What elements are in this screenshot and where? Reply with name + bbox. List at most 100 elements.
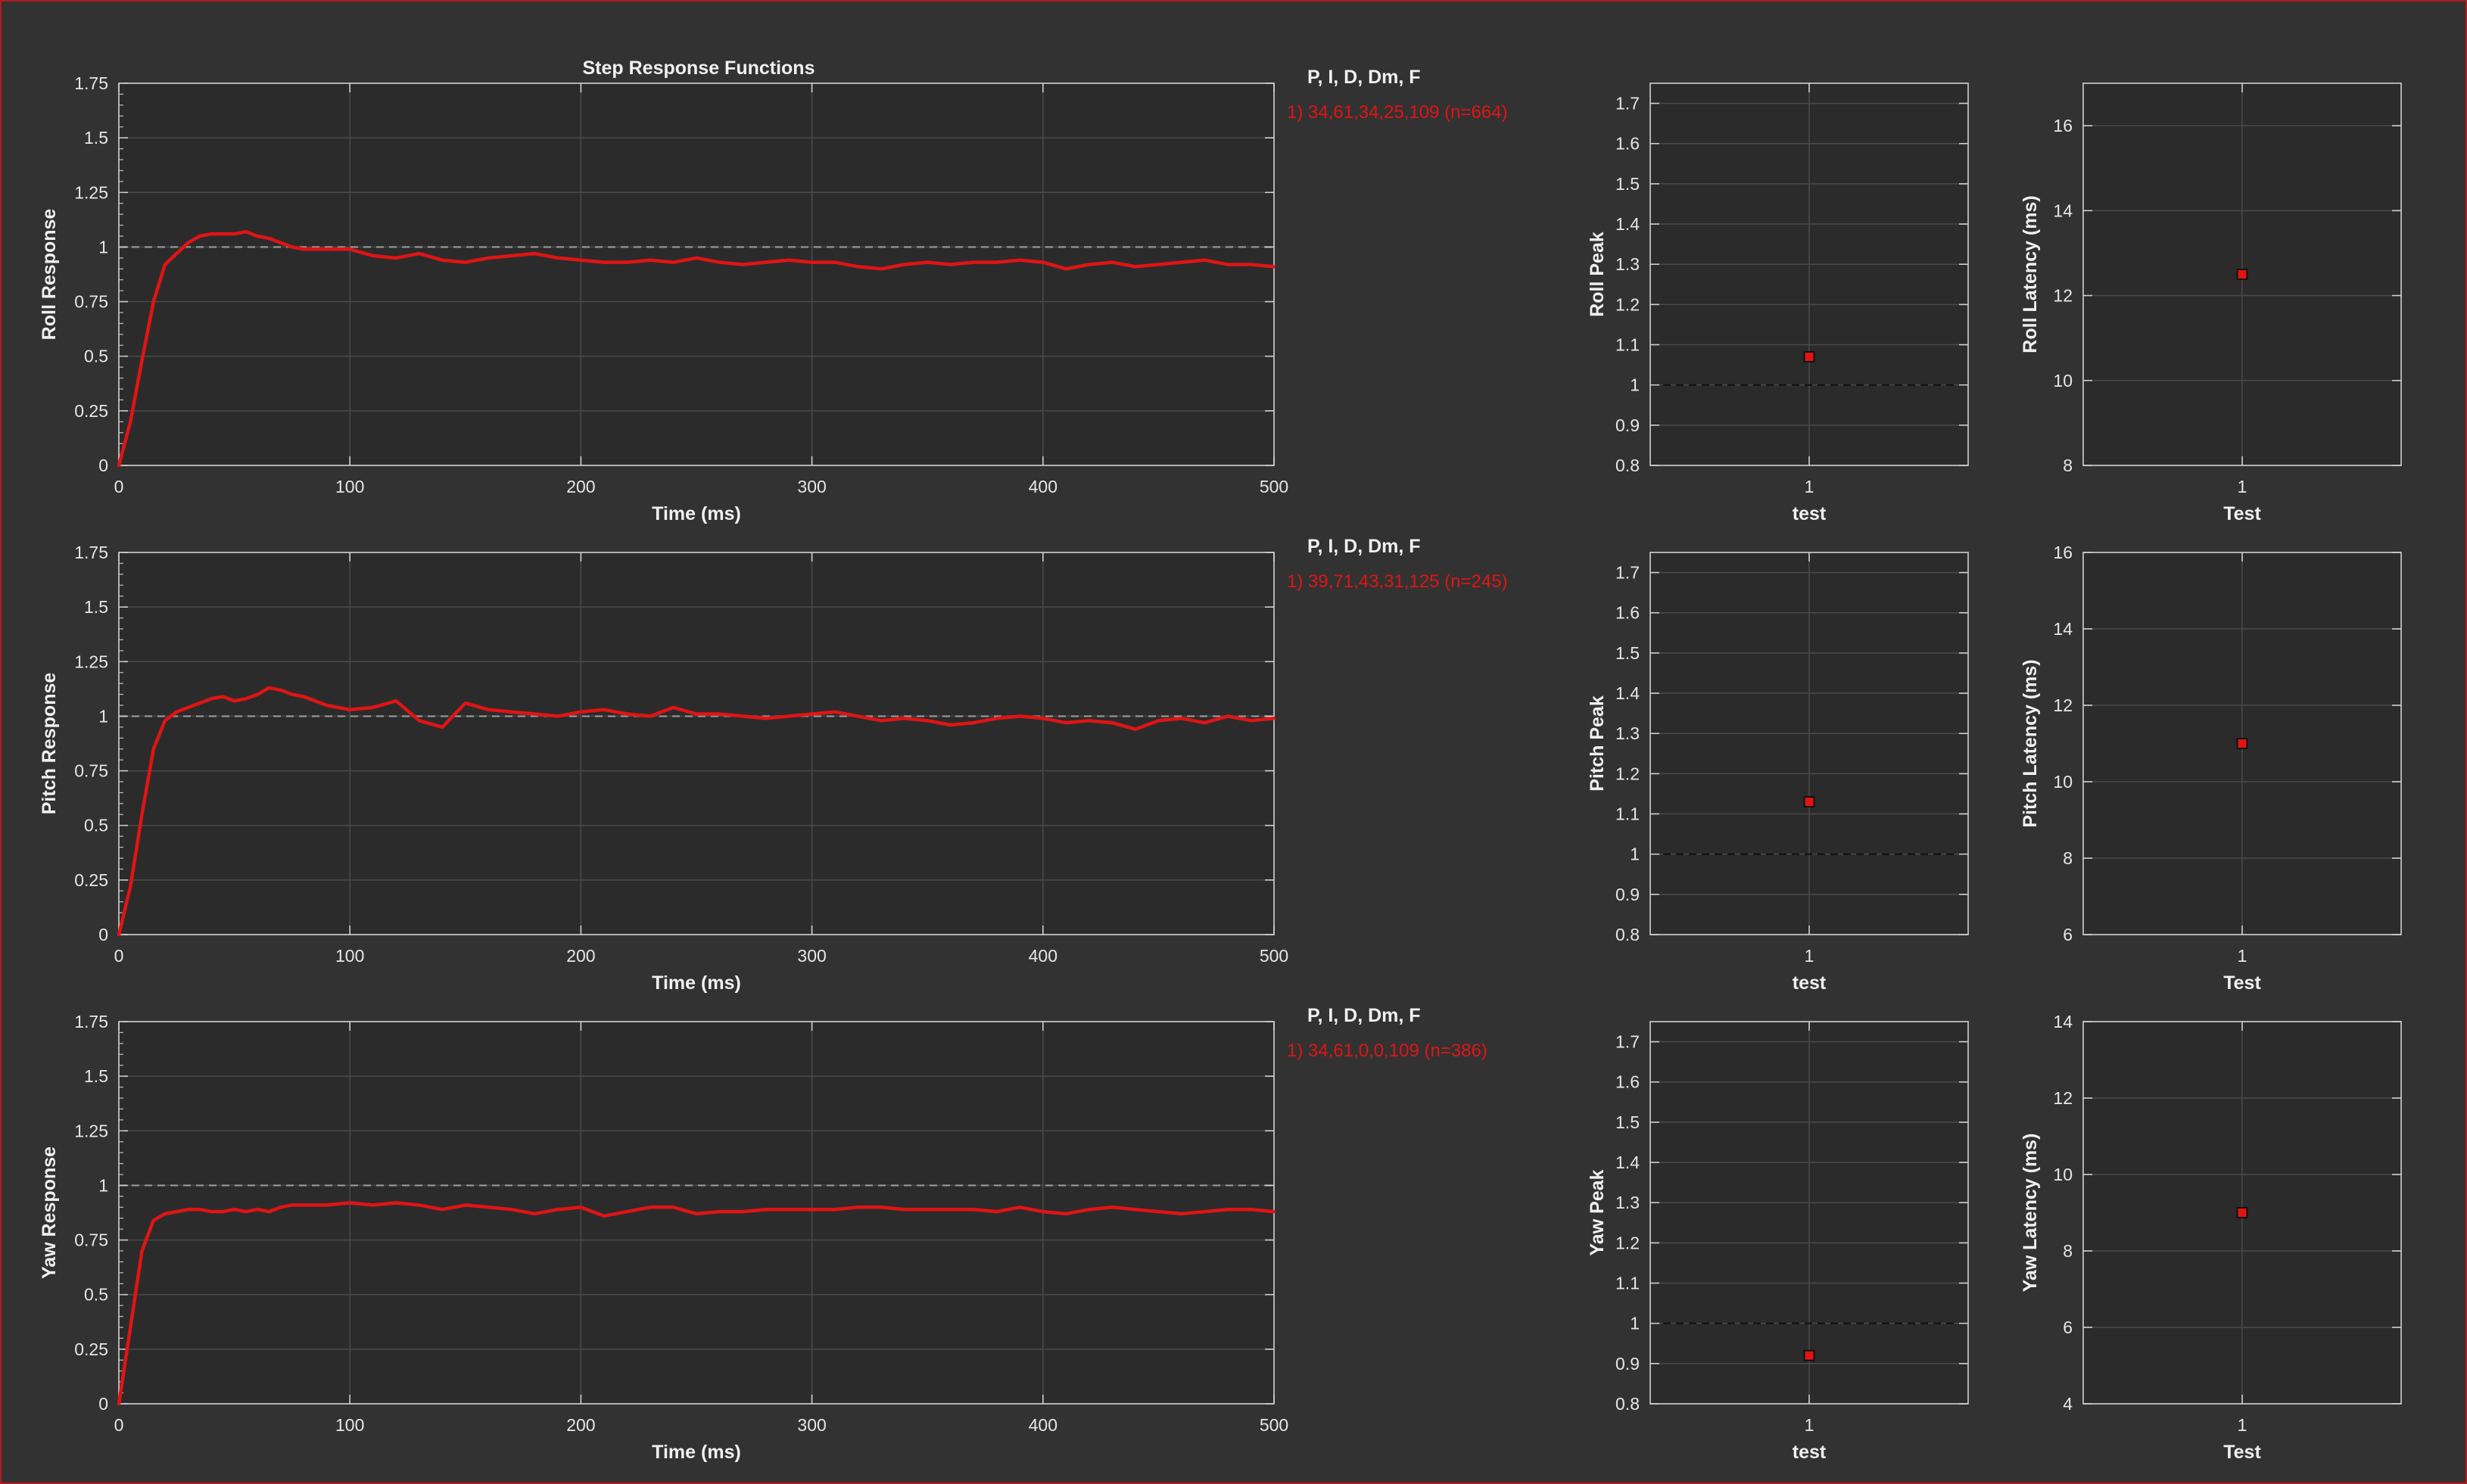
data-point-marker — [2236, 1207, 2248, 1218]
y-tick-label: 12 — [2053, 1088, 2073, 1108]
y-axis-label: Yaw Response — [39, 1146, 60, 1279]
y-tick-label: 0.75 — [74, 761, 108, 781]
y-tick-label: 8 — [2063, 1241, 2073, 1261]
y-tick-label: 16 — [2053, 543, 2073, 562]
x-tick-label: 1 — [2238, 477, 2247, 496]
x-tick-label: 300 — [797, 946, 826, 966]
y-tick-label: 0.75 — [74, 292, 108, 312]
y-tick-label: 1.5 — [84, 128, 108, 148]
y-tick-label: 14 — [2053, 1012, 2073, 1031]
y-tick-label: 10 — [2053, 1165, 2073, 1184]
y-tick-label: 1.5 — [84, 597, 108, 617]
y-tick-label: 1 — [1630, 1314, 1640, 1333]
y-tick-label: 1.1 — [1615, 335, 1640, 355]
y-tick-label: 8 — [2063, 848, 2073, 868]
legend-entry: 1) 39,71,43,31,125 (n=245) — [1287, 571, 1508, 592]
data-point-marker — [1803, 796, 1815, 808]
y-tick-label: 1.4 — [1615, 1153, 1640, 1172]
y-tick-label: 1.3 — [1615, 1193, 1640, 1212]
x-tick-label: 1 — [1805, 1415, 1814, 1435]
y-tick-label: 1.3 — [1615, 254, 1640, 274]
chart-title: Step Response Functions — [583, 58, 815, 79]
y-tick-label: 12 — [2053, 695, 2073, 715]
x-tick-label: 500 — [1260, 477, 1288, 496]
y-tick-label: 1.2 — [1615, 294, 1640, 314]
series-line — [117, 229, 1276, 468]
x-axis-label: Test — [2223, 1442, 2261, 1463]
y-axis-label: Pitch Peak — [1587, 695, 1608, 792]
x-axis-label: test — [1793, 1442, 1827, 1463]
y-axis-label: Yaw Peak — [1587, 1169, 1608, 1255]
y-tick-label: 1.6 — [1615, 603, 1640, 623]
y-tick-label: 1.7 — [1615, 563, 1640, 583]
plot-area — [119, 552, 1274, 935]
x-tick-label: 0 — [114, 946, 124, 966]
y-axis-label: Roll Response — [39, 209, 60, 341]
axes-frame — [118, 552, 1275, 935]
pitch-peak-axes: 0.8 0.9 1 1.1 1.2 1.3 1.4 1.5 1.6 1.7 1 test Pitch P… — [1587, 552, 1969, 994]
x-tick-label: 100 — [335, 477, 364, 496]
x-tick-label: 400 — [1029, 946, 1058, 966]
y-tick-label: 0.8 — [1615, 925, 1640, 944]
y-axis-label: Yaw Latency (ms) — [2020, 1134, 2041, 1293]
x-tick-label: 0 — [114, 1415, 124, 1435]
y-tick-label: 1.3 — [1615, 723, 1640, 743]
y-tick-label: 1.25 — [74, 182, 108, 202]
x-tick-label: 1 — [1805, 477, 1814, 496]
x-tick-label: 200 — [566, 477, 595, 496]
y-tick-label: 0.75 — [74, 1230, 108, 1250]
y-tick-label: 4 — [2063, 1394, 2073, 1414]
y-tick-label: 0.8 — [1615, 456, 1640, 475]
y-axis-label: Pitch Latency (ms) — [2020, 659, 2041, 827]
y-tick-label: 1.7 — [1615, 1032, 1640, 1052]
y-tick-label: 1.4 — [1615, 683, 1640, 703]
y-tick-label: 8 — [2063, 456, 2073, 475]
yaw-latency-axes: 4 6 8 10 12 14 1 Test Yaw Latency (ms) — [2020, 1012, 2402, 1463]
y-tick-label: 1.7 — [1615, 94, 1640, 114]
pitch-latency-axes: 6 8 10 12 14 16 1 Test Pitch Latency (ms) — [2020, 543, 2402, 994]
data-point-marker — [1803, 350, 1815, 362]
y-axis-label: Roll Latency (ms) — [2020, 195, 2041, 353]
x-axis-label: Time (ms) — [652, 503, 741, 524]
y-tick-label: 1.5 — [1615, 643, 1640, 663]
y-tick-label: 1 — [1630, 845, 1640, 864]
x-axis-label: Time (ms) — [652, 1442, 741, 1463]
y-tick-label: 1.75 — [74, 1012, 108, 1031]
series-line — [117, 1201, 1276, 1406]
x-axis-label: Time (ms) — [652, 972, 741, 994]
y-tick-label: 0.9 — [1615, 1354, 1640, 1374]
legend-entry: 1) 34,61,34,25,109 (n=664) — [1287, 102, 1508, 123]
x-tick-label: 400 — [1029, 477, 1058, 496]
y-axis-label: Roll Peak — [1587, 232, 1608, 317]
plot-area — [119, 83, 1274, 465]
x-tick-label: 200 — [566, 946, 595, 966]
x-axis-label: test — [1793, 503, 1827, 524]
y-tick-label: 1.25 — [74, 652, 108, 671]
data-point-marker — [2236, 738, 2248, 749]
x-tick-label: 100 — [335, 946, 364, 966]
axes-frame — [118, 82, 1275, 466]
x-tick-label: 1 — [2238, 946, 2247, 966]
data-point-marker — [2236, 269, 2248, 280]
y-tick-label: 10 — [2053, 772, 2073, 792]
data-point-marker — [1803, 1349, 1815, 1361]
y-tick-label: 1.75 — [74, 543, 108, 562]
y-tick-label: 1.1 — [1615, 1274, 1640, 1293]
y-tick-label: 10 — [2053, 371, 2073, 390]
y-tick-label: 6 — [2063, 925, 2073, 944]
y-tick-label: 14 — [2053, 619, 2073, 639]
legend-header: P, I, D, Dm, F — [1307, 536, 1421, 557]
roll-latency-axes: 8 10 12 14 16 1 Test Roll Latency (ms) — [2020, 82, 2402, 524]
x-axis-label: Test — [2223, 503, 2261, 524]
x-tick-label: 300 — [797, 1415, 826, 1435]
x-axis-label: Test — [2223, 972, 2261, 994]
y-tick-label: 0.5 — [84, 816, 108, 835]
y-tick-label: 16 — [2053, 116, 2073, 135]
y-tick-label: 0.5 — [84, 347, 108, 366]
y-tick-label: 14 — [2053, 201, 2073, 220]
yaw-peak-axes: 0.8 0.9 1 1.1 1.2 1.3 1.4 1.5 1.6 1.7 1 test Yaw Pea… — [1587, 1021, 1969, 1463]
series-line — [117, 686, 1276, 937]
roll-step-response-axes: 0 0.25 0.5 0.75 1 1.25 1.5 1.75 0 100 200 300 400 500… — [39, 58, 1508, 524]
x-tick-label: 1 — [2238, 1415, 2247, 1435]
